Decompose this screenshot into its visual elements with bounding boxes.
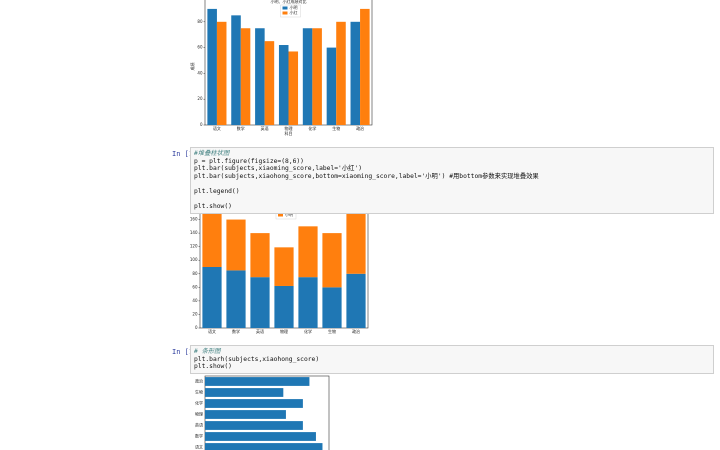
y-tick-label: 80 [197,19,203,24]
code-line: plt.barh(subjects,xiaohong_score) [194,355,320,363]
y-tick-label: 20 [197,96,203,101]
bar-segment [298,277,318,328]
x-tick-label: 化学 [304,328,312,334]
x-axis-label: 科目 [285,130,293,136]
code-line [194,180,710,188]
bar-segment [250,233,270,278]
x-tick-label: 物理 [285,125,293,131]
bar-segment [274,285,294,328]
bar [264,41,275,125]
prompt: In [16]: [172,150,206,158]
x-tick-label: 语文 [208,328,216,334]
legend-swatch [282,11,288,15]
bar [205,410,286,419]
y-tick-label: 40 [192,298,198,303]
y-tick-label: 语文 [195,444,203,450]
y-tick-label: 40 [197,70,203,75]
bar-segment [226,270,246,328]
bar [205,421,303,430]
x-tick-label: 物理 [280,328,288,334]
code-line: plt.show() [194,203,232,211]
bar [312,28,322,125]
bar-segment [322,287,342,328]
bar [326,47,337,125]
code-line: plt.bar(subjects,xiaoming_score,label='小… [194,165,363,173]
y-tick-label: 政治 [195,378,203,384]
bar-segment [346,212,366,274]
bar [205,377,310,386]
bar [205,443,323,450]
prompt: In [17]: [172,348,206,356]
legend-swatch [282,6,288,10]
y-tick-label: 60 [192,284,198,289]
bar [216,21,227,125]
y-tick-label: 化学 [195,400,203,406]
x-tick-label: 数学 [237,125,245,131]
code-line [194,196,710,204]
y-tick-label: 80 [192,271,198,276]
x-tick-label: 生物 [332,125,340,131]
y-tick-label: 0 [200,122,203,127]
x-tick-label: 政治 [352,328,360,334]
code-line: plt.bar(subjects,xiaohong_score,bottom=x… [194,172,539,180]
y-tick-label: 物理 [195,411,203,417]
code-line: p = plt.figure(figsize=(8,6)) [194,157,304,165]
y-tick-label: 160 [190,217,198,222]
bar [207,8,217,125]
bar [350,21,361,125]
code-line: # 条形图 [194,348,221,355]
bar [205,432,316,441]
code-line: plt.legend() [194,187,240,195]
y-tick-label: 120 [190,244,198,249]
y-tick-label: 0 [195,325,198,330]
chart-title: 小明、小红成绩对比 [271,0,307,4]
bar [302,28,313,125]
bar [205,388,284,397]
bar-segment [250,277,270,328]
bar [255,28,265,125]
y-tick-label: 生物 [195,389,203,395]
legend-label: 小明 [290,4,298,10]
y-tick-label: 100 [190,257,198,262]
bar-segment [202,267,222,328]
x-tick-label: 英语 [256,328,264,334]
code-line: plt.show() [194,363,232,371]
bar-segment [226,219,246,271]
x-tick-label: 英语 [261,125,269,131]
x-tick-label: 数学 [232,328,240,334]
y-tick-label: 英语 [195,422,203,428]
y-tick-label: 60 [197,45,203,50]
code-cell[interactable]: #堆叠柱状图 p = plt.figure(figsize=(8,6)) plt.b… [190,147,714,214]
bar [288,51,299,125]
x-tick-label: 生物 [328,328,336,334]
bar [240,28,251,125]
bar-segment [346,273,366,328]
bar-segment [298,226,318,278]
legend-swatch [278,213,283,217]
code-line: #堆叠柱状图 [194,150,230,157]
code-cell[interactable]: # 条形图 plt.barh(subjects,xiaohong_score) pl… [190,345,714,374]
y-axis-label: 成绩 [189,63,195,71]
x-tick-label: 语文 [213,125,221,131]
bar-segment [274,247,294,286]
legend-label: 小红 [290,9,298,15]
bar [205,399,303,408]
bar [278,45,289,125]
bar-segment [202,212,222,267]
bar [360,8,370,125]
bar-segment [322,233,342,288]
legend-label: 小明 [285,211,293,217]
y-tick-label: 140 [190,230,198,235]
y-tick-label: 数学 [195,433,203,439]
x-tick-label: 政治 [356,125,364,131]
x-tick-label: 化学 [308,125,316,131]
y-tick-label: 20 [192,311,198,316]
bar [231,15,241,126]
bar [336,21,346,125]
